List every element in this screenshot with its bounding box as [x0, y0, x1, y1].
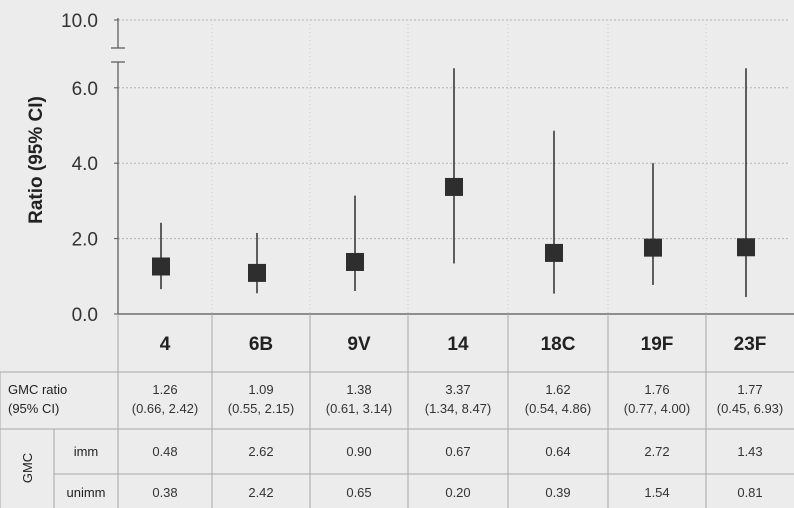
y-axis: [111, 18, 794, 314]
y-tick-label: 6.0: [72, 79, 98, 100]
gmc-value: 0.38: [152, 485, 177, 500]
gmc-ratio-value: 1.62: [545, 382, 570, 397]
gmc-ratio-row-label: (95% CI): [8, 401, 59, 416]
point-marker: [346, 253, 364, 271]
point-marker: [152, 257, 170, 275]
y-tick-label: 0.0: [72, 305, 98, 326]
gmc-ratio-ci: (0.66, 2.42): [132, 401, 199, 416]
gmc-value: 2.62: [248, 444, 273, 459]
category-label: 6B: [249, 334, 273, 355]
point-marker: [644, 239, 662, 257]
gmc-value: 0.90: [346, 444, 371, 459]
gmc-value: 2.42: [248, 485, 273, 500]
gmc-value: 0.65: [346, 485, 371, 500]
category-label: 14: [447, 334, 469, 355]
gmc-value: 1.54: [644, 485, 669, 500]
y-tick-label: 10.0: [61, 11, 98, 32]
gmc-value: 2.72: [644, 444, 669, 459]
gmc-value: 0.20: [445, 485, 470, 500]
gmc-value: 1.43: [737, 444, 762, 459]
gmc-ratio-ci: (0.55, 2.15): [228, 401, 295, 416]
plot-marks: [152, 68, 755, 297]
point-marker: [445, 178, 463, 196]
gmc-ratio-ci: (0.61, 3.14): [326, 401, 393, 416]
category-label: 9V: [347, 334, 371, 355]
y-axis-title: Ratio (95% CI): [26, 96, 47, 224]
category-label: 19F: [641, 334, 674, 355]
category-label: 4: [160, 334, 171, 355]
point-marker: [545, 244, 563, 262]
category-label: 23F: [734, 334, 767, 355]
point-marker: [737, 238, 755, 256]
category-label: 18C: [541, 334, 576, 355]
gmc-value: 0.64: [545, 444, 570, 459]
gmc-ratio-value: 1.38: [346, 382, 371, 397]
gmc-value: 0.48: [152, 444, 177, 459]
gmc-value: 0.67: [445, 444, 470, 459]
gmc-value: 0.39: [545, 485, 570, 500]
gmc-ratio-row-label: GMC ratio: [8, 382, 67, 397]
chart-text: 0.0 2.0 4.0 6.0 10.0 Ratio (95% CI) 4 6B 9V 14 18C…: [8, 11, 783, 500]
gmc-row-label: unimm: [66, 485, 105, 500]
y-tick-label: 2.0: [72, 230, 98, 251]
gmc-group-label: GMC: [20, 453, 35, 483]
gmc-ratio-value: 1.09: [248, 382, 273, 397]
point-marker: [248, 264, 266, 282]
gmc-ratio-ci: (0.45, 6.93): [717, 401, 784, 416]
gmc-ratio-value: 3.37: [445, 382, 470, 397]
gmc-ratio-ci: (0.77, 4.00): [624, 401, 691, 416]
gmc-ratio-value: 1.26: [152, 382, 177, 397]
gmc-value: 0.81: [737, 485, 762, 500]
gmc-row-label: imm: [74, 444, 99, 459]
gmc-ratio-value: 1.77: [737, 382, 762, 397]
gmc-ratio-ci: (1.34, 8.47): [425, 401, 492, 416]
y-tick-label: 4.0: [72, 154, 98, 175]
gmc-ratio-value: 1.76: [644, 382, 669, 397]
gmc-ratio-ci: (0.54, 4.86): [525, 401, 592, 416]
